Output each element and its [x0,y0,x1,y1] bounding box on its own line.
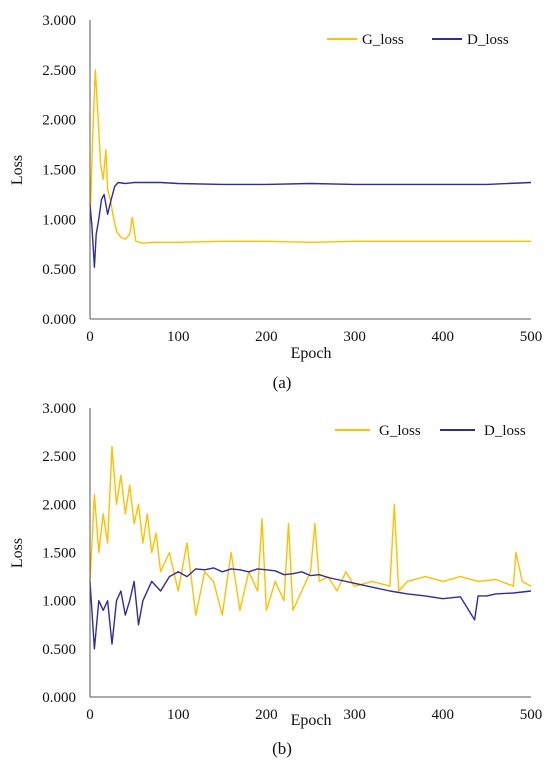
y-tick-label: 1.500 [42,546,76,562]
x-tick-label: 300 [343,707,366,723]
x-tick-label: 0 [86,329,94,345]
legend-label-g-loss-a: G_loss [362,32,404,48]
y-axis-label-a: Loss [9,155,26,185]
y-axis-label-b: Loss [9,538,26,568]
legend-label-d-loss-b: D_loss [484,423,526,439]
y-tick-label: 2.500 [42,449,76,465]
x-axis-label-b: Epoch [291,712,332,729]
x-tick-label: 400 [432,329,455,345]
panel-caption-a: (a) [273,373,292,392]
chart-panel-b: 0.000 0.500 1.000 1.500 2.000 2.500 3.000 0 100… [9,401,542,758]
legend-b: G_loss D_loss [335,423,526,439]
y-tick-label: 2.000 [42,497,76,513]
x-tick-label: 500 [520,329,543,345]
x-axis-label-a: Epoch [291,345,332,362]
x-tick-label: 100 [167,707,190,723]
y-tick-label: 0.000 [42,312,76,328]
x-tick-label: 300 [343,329,366,345]
x-tick-label: 200 [255,707,278,723]
y-tick-label: 1.000 [42,212,76,228]
x-tick-labels-b: 0 100 200 300 400 500 [86,707,542,723]
x-tick-label: 400 [432,707,455,723]
y-tick-label: 3.000 [42,13,76,29]
series-line-d-loss-a [89,181,532,268]
series-line-g-loss-b [89,445,532,616]
x-tick-label: 100 [167,329,190,345]
y-tick-label: 2.000 [42,113,76,129]
chart-panel-a: 0.000 0.500 1.000 1.500 2.000 2.500 3.000 0 100… [9,13,542,392]
y-tick-labels-b: 0.000 0.500 1.000 1.500 2.000 2.500 3.000 [42,401,76,706]
panel-caption-b: (b) [272,739,292,758]
x-tick-label: 500 [520,707,543,723]
legend-label-d-loss-a: D_loss [467,32,509,48]
legend-label-g-loss-b: G_loss [379,423,421,439]
y-tick-label: 3.000 [42,401,76,417]
series-line-d-loss-b [89,567,532,650]
series-line-g-loss-a [89,69,531,245]
series-layer-a [89,69,532,268]
y-tick-label: 2.500 [42,63,76,79]
series-layer-b [89,445,532,650]
x-tick-label: 200 [255,329,278,345]
y-tick-label: 0.000 [42,690,76,706]
x-tick-label: 0 [86,707,94,723]
y-tick-label: 1.500 [42,163,76,179]
y-tick-label: 0.500 [42,262,76,278]
legend-a: G_loss D_loss [327,32,509,48]
y-tick-label: 0.500 [42,642,76,658]
y-tick-label: 1.000 [42,594,76,610]
y-tick-labels-a: 0.000 0.500 1.000 1.500 2.000 2.500 3.000 [42,13,76,328]
x-tick-labels-a: 0 100 200 300 400 500 [86,329,542,345]
